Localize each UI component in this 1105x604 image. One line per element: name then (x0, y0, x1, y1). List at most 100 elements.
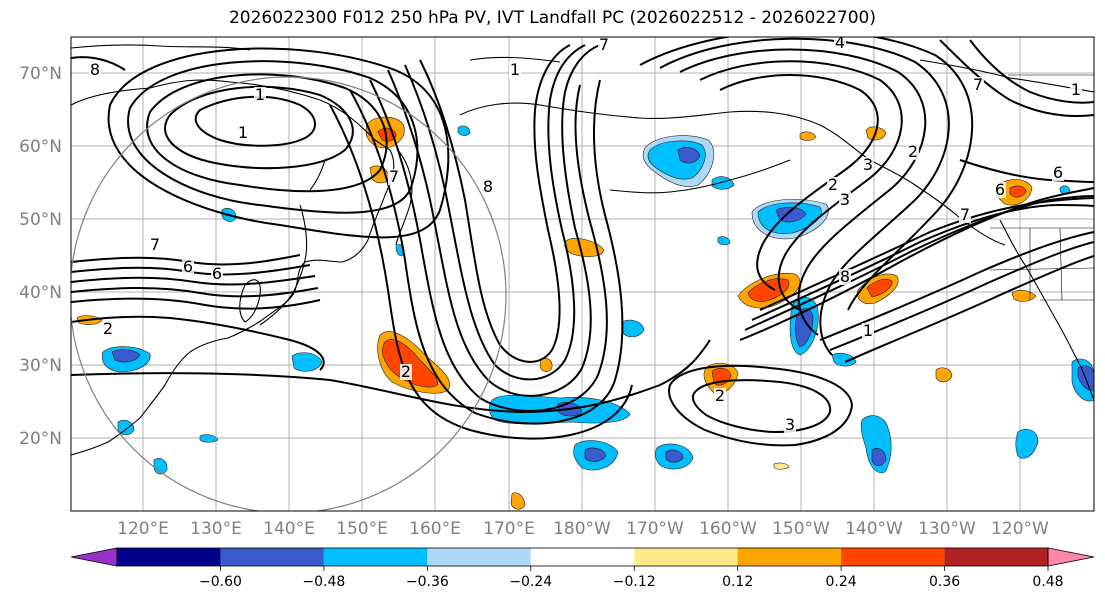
contour-label-bg (102, 321, 114, 337)
negative-anomaly-blob (584, 447, 607, 462)
contour-label: 7 (599, 35, 609, 54)
longitude-labels: 120°E 130°E 140°E 150°E 160°E 170°E 180°W 170°W… (117, 519, 1049, 539)
contour-label: 6 (183, 257, 193, 276)
negative-anomaly-blob (665, 449, 684, 463)
latitude-label: 30°N (19, 356, 62, 376)
contour-label-bg (400, 364, 412, 380)
colorbar-tick-label: 0.24 (826, 574, 857, 590)
latitude-label: 60°N (19, 137, 62, 157)
contour-label: 2 (103, 319, 113, 338)
colorbar-segment (634, 548, 738, 566)
positive-anomaly-blob (1009, 185, 1027, 198)
contour-label: 7 (150, 235, 160, 254)
longitude-label: 130°W (918, 519, 976, 539)
negative-anomaly-blob (795, 308, 814, 348)
longitude-label: 170°W (626, 519, 684, 539)
longitude-label: 140°E (263, 519, 315, 539)
negative-anomaly-blob (711, 176, 735, 190)
asia-coastline (71, 79, 395, 456)
landfall-radius-circle (71, 76, 507, 511)
contour-label-bg (89, 62, 101, 78)
contour-label-bg (254, 87, 266, 103)
colorbar-tick-label: 0.36 (929, 574, 960, 590)
contour-label-bg (1052, 165, 1064, 181)
contour-label-bg (714, 388, 726, 404)
negative-anomaly-blob (621, 319, 645, 338)
negative-anomaly-blob (291, 352, 323, 372)
positive-anomaly-blob (539, 358, 553, 372)
colorbar-segment (737, 548, 842, 566)
contour-label: 8 (483, 177, 493, 196)
contour-label: 1 (255, 85, 265, 104)
negative-anomaly-blob (1015, 429, 1039, 459)
map-frame (70, 36, 1095, 512)
latitude-label: 40°N (19, 283, 62, 303)
contour-label-bg (482, 179, 494, 195)
longitude-label: 160°W (699, 519, 757, 539)
longitude-label: 130°E (190, 519, 242, 539)
negative-anomaly-blob (457, 125, 471, 136)
colorbar-frame (116, 547, 1049, 567)
negative-anomaly-blob (117, 419, 135, 436)
contour-label: 1 (510, 60, 520, 79)
colorbar-tick-label: −0.60 (199, 574, 242, 590)
negative-anomaly-blob (871, 448, 887, 466)
contour-label: 3 (840, 190, 850, 209)
contour-label-bg (182, 259, 194, 275)
colorbar-segment (427, 548, 531, 566)
alaska-coastline (459, 102, 1006, 246)
contour-label-bg (827, 177, 839, 193)
contour-label-bg (598, 37, 610, 53)
negative-anomaly-blob (111, 349, 141, 363)
positive-anomaly-blob (773, 462, 790, 470)
negative-anomaly-blob (199, 434, 219, 443)
contour-label-bg (994, 182, 1006, 198)
longitude-label: 150°E (336, 519, 388, 539)
negative-anomaly-blob (717, 236, 731, 246)
longitude-label: 160°E (409, 519, 461, 539)
contour-label: 2 (715, 386, 725, 405)
colorbar-segment (944, 548, 1048, 566)
contour-label: 7 (389, 167, 399, 186)
aleutian-arc (609, 159, 791, 194)
contour-label-bg (509, 62, 521, 78)
longitude-label: 140°W (845, 519, 903, 539)
colorbar: −0.60 −0.48 −0.36 −0.24 −0.12 0.12 0.24 0.36 0.4… (70, 547, 1095, 590)
longitude-label: 120°W (991, 519, 1049, 539)
north-america-coastline (999, 219, 1094, 401)
contour-label-bg (388, 169, 400, 185)
colorbar-segment (220, 548, 324, 566)
colorbar-segment (323, 548, 428, 566)
contour-label: 1 (1071, 80, 1081, 99)
contour-label-bg (834, 37, 846, 51)
positive-anomaly-blob (866, 278, 893, 298)
contour-label-bg (237, 125, 249, 141)
colorbar-extend-high (1047, 547, 1095, 567)
contour-label: 3 (785, 415, 795, 434)
colorbar-tick-label: −0.24 (509, 574, 552, 590)
map-title: 2026022300 F012 250 hPa PV, IVT Landfall… (228, 8, 876, 28)
latitude-labels: 70°N 60°N 50°N 40°N 30°N 20°N (19, 64, 62, 449)
longitude-label: 120°E (117, 519, 169, 539)
korea-peninsula (239, 279, 261, 323)
contour-label-bg (862, 157, 874, 173)
colorbar-segment (530, 548, 635, 566)
positive-anomaly-blob (935, 367, 953, 383)
colorbar-tick-label: −0.12 (613, 574, 656, 590)
colorbar-tick-label: −0.36 (406, 574, 449, 590)
contour-label: 7 (973, 75, 983, 94)
contour-label: 7 (960, 205, 970, 224)
contour-label: 2 (828, 175, 838, 194)
colorbar-extend-low (70, 547, 118, 567)
contour-label-bg (839, 269, 851, 285)
colorbar-segment (117, 548, 221, 566)
contour-label: 6 (995, 180, 1005, 199)
contour-label: 3 (863, 155, 873, 174)
contour-label-bg (959, 207, 971, 223)
positive-anomaly-blob (799, 131, 817, 141)
latitude-label: 50°N (19, 210, 62, 230)
contour-label-bg (211, 266, 223, 282)
latitude-label: 70°N (19, 64, 62, 84)
